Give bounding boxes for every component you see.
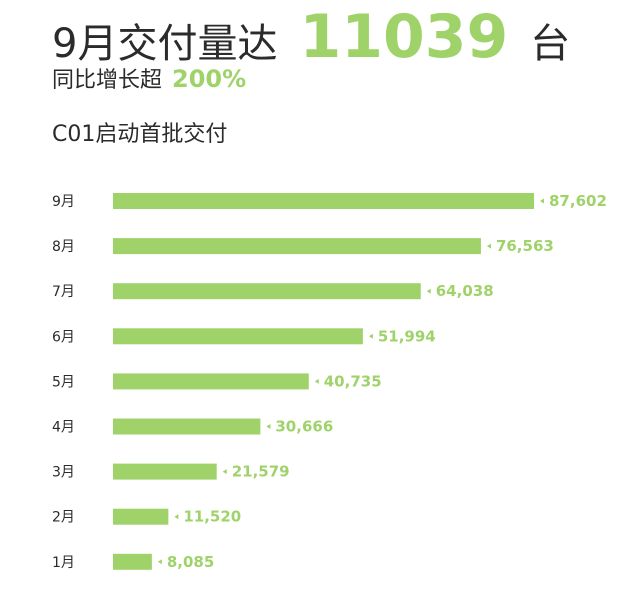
data-label: 21,579 (232, 463, 290, 481)
bar (113, 508, 169, 525)
pointer-icon (426, 288, 431, 294)
bar (113, 463, 217, 480)
headline: 9月交付量达 11039 台 (52, 2, 570, 72)
subtitle: 同比增长超 200% (52, 62, 246, 94)
pointer-icon (174, 514, 179, 520)
category-label: 1月 (52, 555, 75, 571)
bar (113, 373, 309, 390)
pointer-icon (266, 424, 271, 429)
data-label: 11,520 (183, 508, 241, 526)
data-label: 40,735 (324, 372, 382, 390)
category-label: 5月 (52, 374, 75, 390)
subtitle-label: 同比增长超 (52, 68, 163, 93)
subtitle-value: 200% (172, 65, 247, 93)
bar (113, 193, 534, 209)
caption: C01启动首批交付 (52, 122, 228, 147)
bar (113, 328, 363, 345)
pointer-icon (368, 333, 373, 339)
pointer-icon (314, 378, 319, 384)
category-label: 6月 (52, 329, 75, 345)
data-label: 64,038 (436, 282, 494, 300)
bar (113, 283, 421, 300)
pointer-icon (157, 559, 162, 565)
headline-highlight-value: 11039 (299, 2, 509, 72)
category-label: 9月 (52, 194, 75, 210)
bar (113, 553, 152, 570)
category-label: 3月 (52, 465, 75, 481)
data-label: 87,602 (549, 192, 607, 210)
data-label: 51,994 (378, 327, 436, 345)
pointer-icon (222, 469, 227, 475)
data-label: 76,563 (496, 237, 554, 255)
category-label: 4月 (52, 420, 75, 436)
headline-prefix: 9月交付量达 (52, 21, 278, 67)
category-label: 8月 (52, 239, 75, 255)
data-label: 8,085 (167, 553, 214, 571)
pointer-icon (540, 198, 544, 204)
bar (113, 418, 261, 435)
data-label: 30,666 (275, 418, 333, 436)
category-label: 7月 (52, 284, 75, 300)
category-label: 2月 (52, 510, 75, 526)
pointer-icon (486, 243, 491, 249)
bar (113, 238, 481, 255)
headline-suffix: 台 (530, 21, 571, 67)
